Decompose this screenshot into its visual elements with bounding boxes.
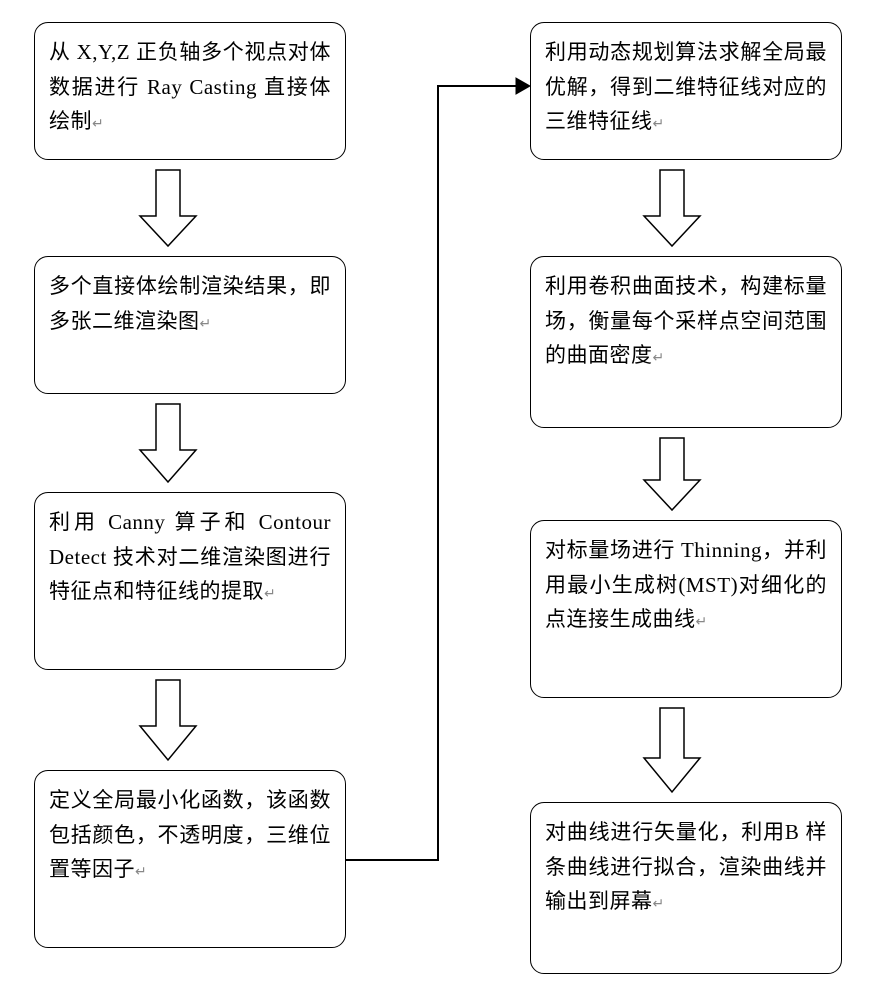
node-L2: 多个直接体绘制渲染结果，即多张二维渲染图↵: [34, 256, 346, 394]
node-R4: 对曲线进行矢量化，利用B 样条曲线进行拟合，渲染曲线并输出到屏幕↵: [530, 802, 842, 974]
node-R4-text: 对曲线进行矢量化，利用B 样条曲线进行拟合，渲染曲线并输出到屏幕↵: [545, 815, 827, 919]
node-R1: 利用动态规划算法求解全局最优解，得到二维特征线对应的三维特征线↵: [530, 22, 842, 160]
node-L3-text: 利用 Canny 算子和 Contour Detect 技术对二维渲染图进行特征…: [49, 505, 331, 609]
node-R2-text: 利用卷积曲面技术，构建标量场，衡量每个采样点空间范围的曲面密度↵: [545, 269, 827, 373]
node-R1-text: 利用动态规划算法求解全局最优解，得到二维特征线对应的三维特征线↵: [545, 35, 827, 139]
node-R2: 利用卷积曲面技术，构建标量场，衡量每个采样点空间范围的曲面密度↵: [530, 256, 842, 428]
node-L4: 定义全局最小化函数，该函数包括颜色，不透明度，三维位置等因子↵: [34, 770, 346, 948]
arrow-L2-L3: [140, 404, 196, 482]
node-L1-text: 从 X,Y,Z 正负轴多个视点对体数据进行 Ray Casting 直接体绘制↵: [49, 35, 331, 139]
node-L3: 利用 Canny 算子和 Contour Detect 技术对二维渲染图进行特征…: [34, 492, 346, 670]
flowchart-canvas: 从 X,Y,Z 正负轴多个视点对体数据进行 Ray Casting 直接体绘制↵…: [0, 0, 877, 1000]
arrow-L3-L4: [140, 680, 196, 760]
arrow-R3-R4: [644, 708, 700, 792]
arrow-L4-R1: [346, 78, 530, 860]
arrow-L1-L2: [140, 170, 196, 246]
node-L4-text: 定义全局最小化函数，该函数包括颜色，不透明度，三维位置等因子↵: [49, 783, 331, 887]
arrow-R2-R3: [644, 438, 700, 510]
arrow-R1-R2: [644, 170, 700, 246]
node-L2-text: 多个直接体绘制渲染结果，即多张二维渲染图↵: [49, 269, 331, 338]
node-L1: 从 X,Y,Z 正负轴多个视点对体数据进行 Ray Casting 直接体绘制↵: [34, 22, 346, 160]
node-R3-text: 对标量场进行 Thinning，并利用最小生成树(MST)对细化的点连接生成曲线…: [545, 533, 827, 637]
node-R3: 对标量场进行 Thinning，并利用最小生成树(MST)对细化的点连接生成曲线…: [530, 520, 842, 698]
